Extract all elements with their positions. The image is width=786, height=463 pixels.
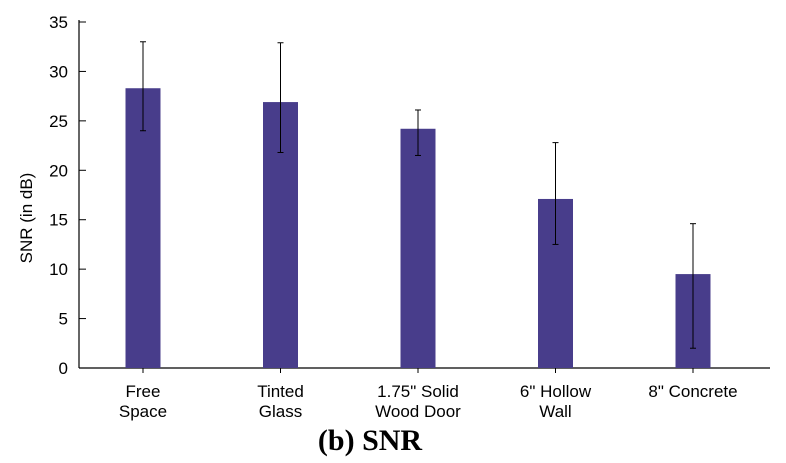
error-bar xyxy=(140,41,146,132)
y-axis-label: SNR (in dB) xyxy=(17,173,36,264)
x-category-label: Wood Door xyxy=(375,402,461,421)
y-tick-label: 25 xyxy=(49,112,68,131)
error-bar xyxy=(277,42,284,153)
y-tick-label: 0 xyxy=(59,359,68,378)
y-tick-label: 35 xyxy=(49,13,68,32)
error-bars xyxy=(140,41,696,349)
bar xyxy=(125,88,161,368)
y-tick-label: 10 xyxy=(49,260,68,279)
x-category-label: Space xyxy=(119,402,167,421)
x-category-label: Tinted xyxy=(257,382,304,401)
y-tick-label: 5 xyxy=(59,310,68,329)
y-tick-label: 15 xyxy=(49,211,68,230)
x-category-label: 6" Hollow xyxy=(520,382,592,401)
chart-caption: (b) SNR xyxy=(318,424,423,457)
error-bar xyxy=(415,109,421,156)
x-category-label: Wall xyxy=(539,402,571,421)
y-ticks: 0 5 10 15 20 25 30 35 xyxy=(49,13,86,378)
x-category-label: Free xyxy=(126,382,161,401)
y-tick-label: 30 xyxy=(49,62,68,81)
error-bar xyxy=(552,142,559,245)
error-bar xyxy=(690,223,696,349)
bar xyxy=(400,128,436,368)
y-tick-label: 20 xyxy=(49,161,68,180)
x-category-label: 1.75" Solid xyxy=(377,382,459,401)
x-category-label: 8" Concrete xyxy=(648,382,737,401)
x-category-label: Glass xyxy=(259,402,302,421)
